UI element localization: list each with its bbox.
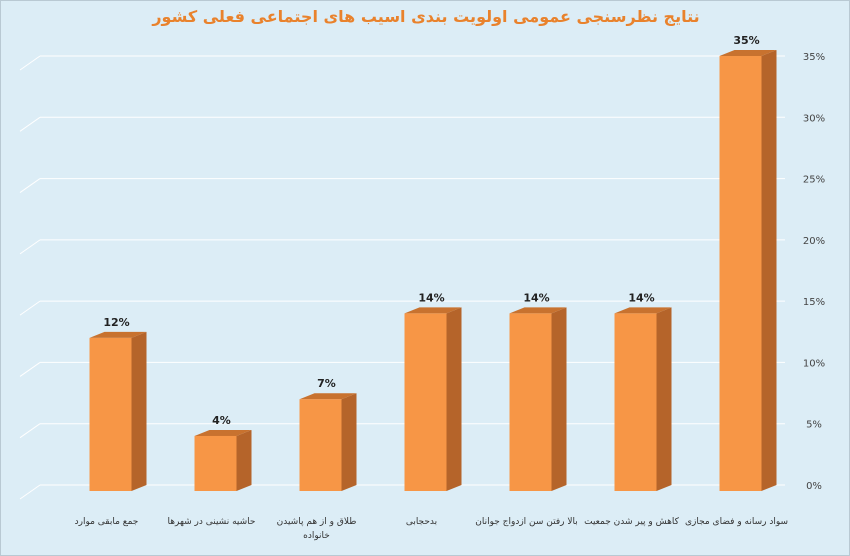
y-tick-label: 15%: [803, 297, 825, 308]
bars: [89, 50, 777, 491]
bar-side: [341, 393, 357, 491]
bar-front: [509, 313, 552, 491]
gridline-depth: [19, 484, 41, 500]
bar-top: [89, 331, 147, 338]
y-tick-label: 35%: [803, 52, 825, 63]
category-labels: جمع مابقی موارد حاشیه نشینی در شهرها طلاق …: [75, 517, 788, 541]
gridline-depth: [19, 300, 41, 316]
bar: [89, 331, 147, 491]
y-tick-label: 20%: [803, 236, 825, 247]
bar-top: [404, 307, 462, 314]
bar-side: [446, 307, 462, 491]
bar-top: [299, 393, 357, 400]
bar-top: [509, 307, 567, 314]
bar: [299, 393, 357, 491]
y-tick-label: 10%: [803, 358, 825, 369]
bar-front: [299, 399, 342, 491]
category-label: سواد رسانه و فضای مجازی: [685, 517, 788, 527]
category-label: طلاق و از هم پاشیدن: [277, 517, 357, 527]
data-label: 7%: [317, 377, 336, 390]
data-labels: 12% 4% 7% 14% 14% 14% 35%: [103, 34, 759, 427]
bar-front: [719, 56, 762, 491]
category-label: بالا رفتن سن ازدواج جوانان: [475, 517, 578, 527]
bar: [404, 307, 462, 491]
gridline-depth: [19, 55, 41, 71]
category-label: جمع مابقی موارد: [75, 517, 139, 527]
y-tick-label: 25%: [803, 175, 825, 186]
category-label: کاهش و پیر شدن جمعیت: [584, 517, 679, 527]
data-label: 14%: [628, 291, 654, 304]
bar-front: [89, 337, 132, 491]
y-tick-label: 30%: [803, 113, 825, 124]
category-label: بدحجابی: [406, 517, 437, 527]
gridline-depth: [19, 362, 41, 377]
chart-title: نتایج نظرسنجی عمومی اولویت بندی اسیب های…: [152, 7, 700, 26]
y-tick-label: 0%: [806, 481, 822, 492]
data-label: 4%: [212, 414, 231, 427]
bar: [719, 50, 777, 491]
data-label: 14%: [418, 291, 444, 304]
gridline-depth: [19, 178, 41, 193]
bar-side: [131, 331, 147, 491]
bar-front: [614, 313, 657, 491]
data-label: 35%: [733, 34, 759, 47]
bar-top: [614, 307, 672, 314]
bar-side: [551, 307, 567, 491]
data-label: 14%: [523, 291, 549, 304]
data-label: 12%: [103, 316, 129, 329]
bar: [509, 307, 567, 491]
gridline-depth: [19, 239, 41, 255]
category-label: خانواده: [303, 531, 330, 541]
bar-side: [236, 429, 252, 491]
bar-top: [719, 50, 777, 56]
bar-front: [194, 435, 237, 491]
gridline-depth: [19, 423, 41, 439]
y-axis-ticks: 0% 5% 10% 15% 20% 25% 30% 35%: [803, 52, 825, 492]
category-label: حاشیه نشینی در شهرها: [168, 517, 256, 527]
y-tick-label: 5%: [806, 420, 822, 431]
bar: [614, 307, 672, 491]
bar-side: [656, 307, 672, 491]
gridline-depth: [19, 116, 41, 132]
bar-front: [404, 313, 447, 491]
bar-top: [194, 429, 252, 436]
bar: [194, 429, 252, 491]
bar-side: [761, 50, 777, 491]
